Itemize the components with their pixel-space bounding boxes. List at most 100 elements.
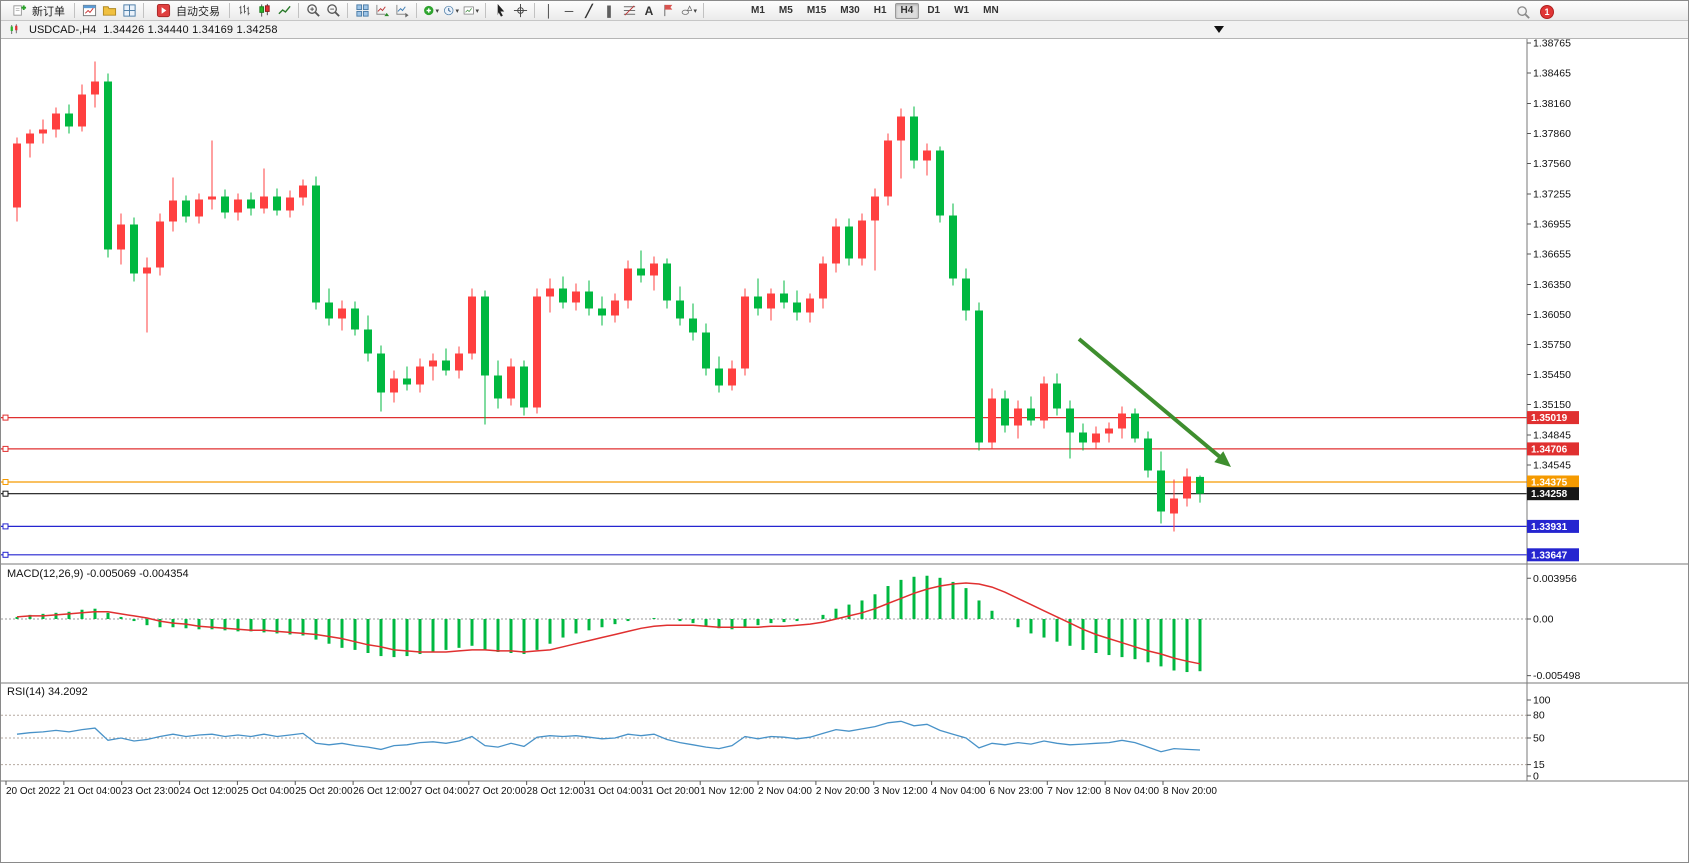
periods-button[interactable]: ▾ (442, 2, 460, 20)
candle-body (1105, 428, 1113, 434)
price-badge-current-price-line (1527, 487, 1579, 501)
hline-handle[interactable] (2, 445, 9, 452)
cursor-button[interactable] (491, 2, 509, 20)
price-axis-label: 1.35750 (1533, 339, 1571, 351)
price-axis-label: 1.34845 (1533, 430, 1571, 442)
time-axis-label: 27 Oct 04:00 (411, 786, 469, 797)
chart-shift-marker[interactable] (1214, 26, 1224, 33)
candle-body (1118, 413, 1126, 429)
chart-shift-button[interactable] (393, 2, 411, 20)
line-chart-type-button[interactable] (275, 2, 293, 20)
candle-body (1157, 470, 1165, 512)
candle-body (143, 267, 151, 274)
hline-handle[interactable] (2, 490, 9, 497)
candles-layer (13, 61, 1204, 532)
time-axis[interactable]: 20 Oct 2022 21 Oct 04:00 23 Oct 23:00 24 Oc… (5, 781, 1217, 797)
profiles-button[interactable] (100, 2, 118, 20)
toolbar: 新订单 自动交易 ▾ ▾ ▾ │ ─ ╱ ∥ A (1, 1, 1688, 21)
timeframe-m15-button[interactable]: M15 (806, 5, 827, 16)
trend-arrow-shaft[interactable] (1077, 337, 1222, 459)
rsi-axis-label: 15 (1533, 759, 1545, 771)
candle-body (988, 398, 996, 443)
time-axis-label: 20 Oct 2022 (6, 786, 61, 797)
label-tool-button[interactable] (660, 2, 678, 20)
timeframe-d1-button[interactable]: D1 (927, 5, 941, 16)
horizontal-line-tool-button[interactable]: ─ (560, 2, 578, 20)
price-axis-label: 1.35450 (1533, 369, 1571, 381)
candle-body (1079, 432, 1087, 443)
data-window-button[interactable] (120, 2, 138, 20)
crosshair-button[interactable] (511, 2, 529, 20)
timeframe-m30-button[interactable]: M30 (840, 5, 860, 16)
timeframe-m5-button[interactable]: M5 (778, 5, 793, 16)
candle-body (1040, 383, 1048, 421)
price-axis-label: 1.37860 (1533, 128, 1571, 140)
candle-body (715, 368, 723, 386)
price-axis-label: 1.36350 (1533, 279, 1571, 291)
candle-body (507, 366, 515, 399)
shapes-button[interactable]: ▾ (680, 2, 698, 20)
candle-body (598, 308, 606, 316)
notification-badge[interactable]: 1 (1540, 5, 1554, 19)
horizontal-levels-layer[interactable] (1, 414, 1527, 558)
new-chart-button[interactable] (80, 2, 98, 20)
timeframe-h1-button[interactable]: H1 (873, 5, 887, 16)
hline-handle[interactable] (2, 479, 9, 485)
time-axis-label: 7 Nov 12:00 (1047, 786, 1101, 797)
chart-canvas[interactable]: MACD(12,26,9) -0.005069 -0.004354 RSI(14)… (1, 38, 1689, 863)
fibonacci-tool-button[interactable] (620, 2, 638, 20)
candle-body (1014, 408, 1022, 426)
price-badge-label: 1.34258 (1531, 489, 1568, 500)
macd-panel: MACD(12,26,9) -0.005069 -0.004354 (1, 568, 1527, 673)
candle-body (754, 296, 762, 309)
rsi-panel: RSI(14) 34.2092 (1, 686, 1527, 766)
search-icon[interactable] (1514, 3, 1532, 21)
hline-handle[interactable] (2, 523, 9, 530)
tile-windows-button[interactable] (353, 2, 371, 20)
vertical-line-tool-button[interactable]: │ (540, 2, 558, 20)
time-axis-label: 26 Oct 12:00 (353, 786, 411, 797)
price-badge-label: 1.34375 (1531, 478, 1568, 489)
price-badge-resistance-line (1527, 442, 1579, 456)
candle-body (676, 300, 684, 319)
hline-handle[interactable] (2, 551, 9, 558)
autotrading-button[interactable]: 自动交易 (148, 2, 225, 20)
trend-arrow-annotation[interactable] (1077, 337, 1231, 467)
trendline-tool-button[interactable]: ╱ (580, 2, 598, 20)
candle-body (247, 199, 255, 209)
new-order-button[interactable]: 新订单 (4, 2, 70, 20)
bar-chart-type-button[interactable] (235, 2, 253, 20)
zoom-in-button[interactable] (304, 2, 322, 20)
candle-body (897, 116, 905, 141)
timeframe-h4-button[interactable]: H4 (894, 2, 920, 19)
timeframe-mn-button[interactable]: MN (983, 5, 999, 16)
chevron-down-icon: ▾ (693, 7, 697, 15)
candle-body (741, 296, 749, 369)
channel-tool-button[interactable]: ∥ (600, 2, 618, 20)
candle-body (611, 300, 619, 316)
timeframe-m1-button[interactable]: M1 (751, 5, 765, 16)
hline-handle[interactable] (2, 414, 9, 421)
indicators-button[interactable]: ▾ (422, 2, 440, 20)
candle-body (390, 378, 398, 393)
zoom-out-button[interactable] (324, 2, 342, 20)
chevron-down-icon: ▾ (455, 7, 459, 15)
time-axis-label: 21 Oct 04:00 (64, 786, 122, 797)
candle-body (936, 150, 944, 216)
candle-body (468, 296, 476, 354)
autoscroll-button[interactable] (373, 2, 391, 20)
candlestick-chart-type-button[interactable] (255, 2, 273, 20)
price-badge-pivot-line (1527, 475, 1579, 489)
price-axis-label: 1.36050 (1533, 309, 1571, 321)
candle-body (377, 353, 385, 393)
timeframe-w1-button[interactable]: W1 (954, 5, 970, 16)
templates-button[interactable]: ▾ (462, 2, 480, 20)
candle-body (182, 200, 190, 217)
text-tool-button[interactable]: A (640, 2, 658, 20)
candle-body (663, 263, 671, 301)
price-axis[interactable]: 1.38765 1.38465 1.38160 1.37860 1.37560 1.372… (1527, 38, 1580, 783)
trend-arrow-head[interactable] (1214, 451, 1231, 467)
time-axis-label: 8 Nov 04:00 (1105, 786, 1159, 797)
trendline-icon: ╱ (585, 3, 593, 18)
